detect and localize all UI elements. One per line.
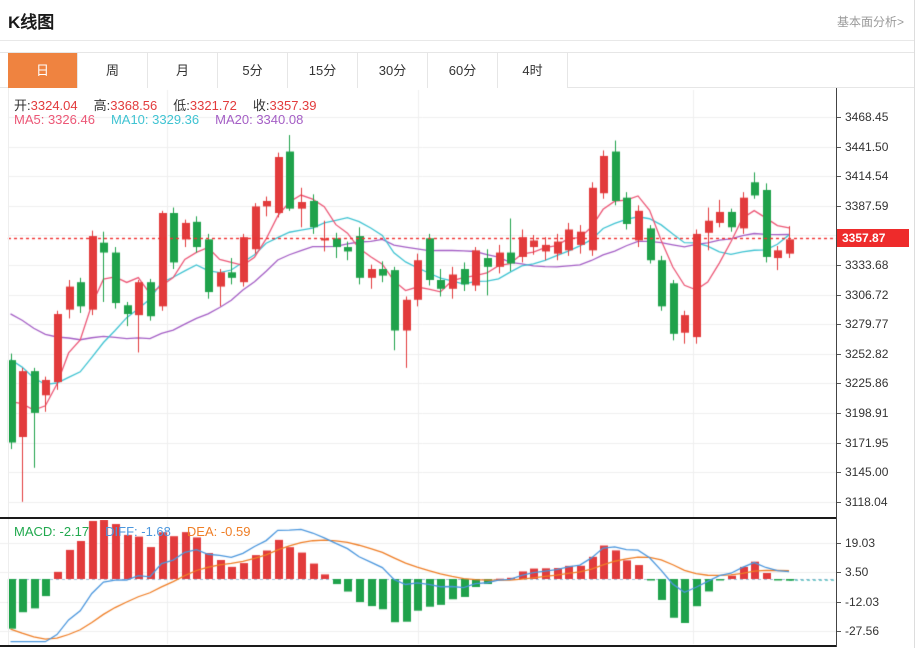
y-axis-label: 3333.68 <box>837 257 888 273</box>
y-axis-label: 3306.72 <box>837 287 888 303</box>
legend-item: DIFF: -1.68 <box>105 524 171 539</box>
y-axis-label: 3198.91 <box>837 405 888 421</box>
macd-legend: MACD: -2.17 DIFF: -1.68 DEA: -0.59 <box>14 524 266 539</box>
macd-axis-label: -12.03 <box>837 594 879 610</box>
tab-bar: 日周月 5分 15分 30分 60分 4时 <box>0 52 914 88</box>
legend-item: DEA: -0.59 <box>186 524 251 539</box>
y-axis-label: 3279.77 <box>837 316 888 332</box>
page-title: K线图 <box>8 13 55 32</box>
ma-legend: MA5: 3326.46 MA10: 3329.36 MA20: 3340.08 <box>14 112 319 127</box>
y-axis-label: 3414.54 <box>837 168 888 184</box>
tab-60min[interactable]: 60分 <box>428 53 498 88</box>
legend-item: 低:3321.72 <box>173 98 237 113</box>
legend-item: 开:3324.04 <box>14 98 78 113</box>
bottom-border <box>0 645 837 647</box>
y-axis-label: 3387.59 <box>837 198 888 214</box>
fundamental-analysis-link[interactable]: 基本面分析> <box>836 15 904 29</box>
legend-item: 收:3357.39 <box>252 98 317 113</box>
y-axis-label: 3225.86 <box>837 375 888 391</box>
current-price-tag: 3357.87 <box>837 229 909 247</box>
legend-item: 高:3368.56 <box>93 98 158 113</box>
plot-left-border <box>8 88 9 645</box>
tab-5min[interactable]: 5分 <box>218 53 288 88</box>
legend-item: MACD: -2.17 <box>14 524 90 539</box>
y-axis-label: 3441.50 <box>837 139 888 155</box>
legend-item: MA20: 3340.08 <box>215 112 304 127</box>
tab-15min[interactable]: 15分 <box>288 53 358 88</box>
y-axis-label: 3252.82 <box>837 346 888 362</box>
tab-month[interactable]: 月 <box>148 53 218 88</box>
macd-chart-canvas[interactable] <box>0 520 837 646</box>
legend-item: MA5: 3326.46 <box>14 112 95 127</box>
y-axis-label: 3118.04 <box>837 494 888 510</box>
tab-day[interactable]: 日 <box>8 53 78 88</box>
y-axis-label: 3468.45 <box>837 109 888 125</box>
y-axis-label: 3145.00 <box>837 464 888 480</box>
macd-axis-label: 3.50 <box>837 564 868 580</box>
tab-30min[interactable]: 30分 <box>358 53 428 88</box>
tab-4hour[interactable]: 4时 <box>498 53 568 88</box>
header-divider <box>0 40 914 41</box>
legend-item: MA10: 3329.36 <box>110 112 200 127</box>
macd-axis-label: 19.03 <box>837 535 875 551</box>
macd-axis-label: -27.56 <box>837 623 879 639</box>
price-axis: 3468.45 3441.50 3414.54 3387.59 3333.68 3306.… <box>836 88 914 647</box>
panel-separator <box>0 517 837 519</box>
tab-week[interactable]: 周 <box>78 53 148 88</box>
ohlc-legend: 开:3324.04 高:3368.56 低:3321.72 收:3357.39 <box>14 95 333 114</box>
y-axis-label: 3171.95 <box>837 435 888 451</box>
candlestick-chart-canvas[interactable] <box>0 88 837 518</box>
